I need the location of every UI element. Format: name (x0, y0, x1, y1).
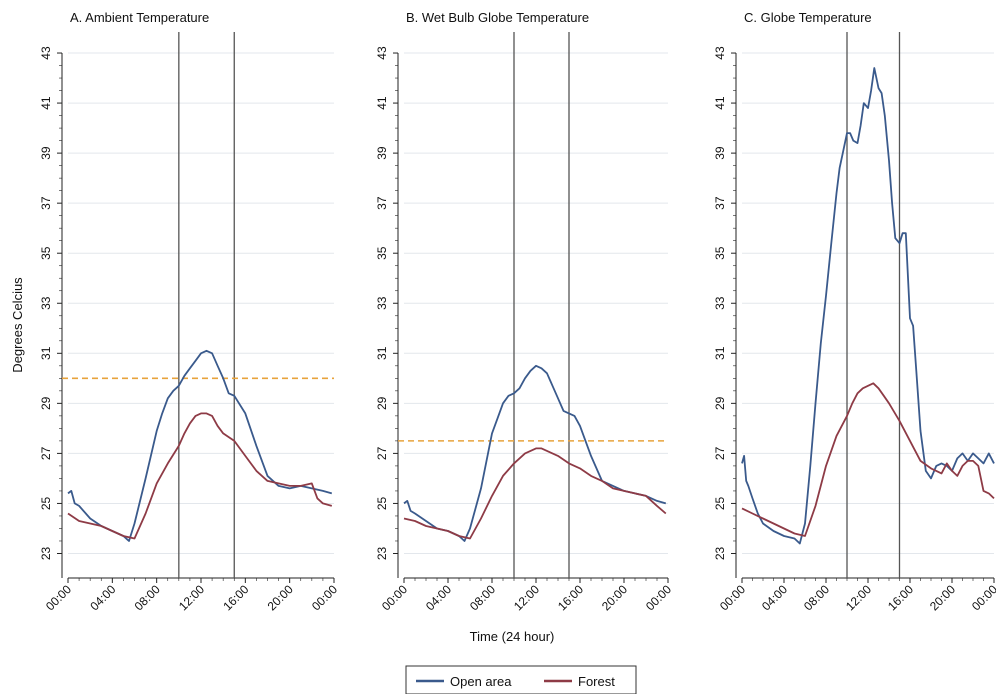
panel-title: B. Wet Bulb Globe Temperature (406, 10, 589, 25)
x-tick-label: 00:00 (643, 582, 674, 613)
y-tick-label: 33 (39, 296, 53, 310)
y-tick-label: 25 (375, 496, 389, 510)
y-tick-label: 31 (375, 346, 389, 360)
x-tick-label: 08:00 (467, 582, 498, 613)
x-tick-label: 16:00 (885, 582, 916, 613)
x-tick-label: 20:00 (599, 582, 630, 613)
chart-panel-2: 23 25 27 29 31 33 35 37 39 41 43 00:00 04:00 08:00 12:… (375, 10, 674, 613)
y-tick-label: 35 (375, 246, 389, 260)
y-tick-label: 31 (39, 346, 53, 360)
y-tick-label: 43 (39, 46, 53, 60)
y-tick-label: 23 (375, 546, 389, 560)
x-tick-label: 00:00 (717, 582, 748, 613)
x-tick-label: 00:00 (309, 582, 340, 613)
y-tick-label: 37 (375, 196, 389, 210)
x-tick-label: 08:00 (132, 582, 163, 613)
y-tick-label: 27 (39, 446, 53, 460)
y-tick-label: 29 (39, 396, 53, 410)
series-line-open-area (741, 67, 995, 545)
chart-panel-1: 23 25 27 29 31 33 35 37 39 41 43 00:00 04:00 08:00 12:… (39, 10, 340, 613)
y-tick-label: 37 (713, 196, 727, 210)
x-tick-label: 12:00 (176, 582, 207, 613)
y-tick-label: 33 (375, 296, 389, 310)
x-tick-label: 00:00 (379, 582, 410, 613)
y-tick-label: 43 (375, 46, 389, 60)
y-tick-label: 41 (39, 96, 53, 110)
x-tick-label: 12:00 (843, 582, 874, 613)
x-tick-label: 16:00 (220, 582, 251, 613)
y-tick-label: 39 (39, 146, 53, 160)
x-tick-label: 20:00 (927, 582, 958, 613)
x-tick-label: 16:00 (555, 582, 586, 613)
y-tick-label: 35 (39, 246, 53, 260)
panel-title: A. Ambient Temperature (70, 10, 209, 25)
x-tick-label: 04:00 (87, 582, 118, 613)
panel-title: C. Globe Temperature (744, 10, 872, 25)
x-tick-label: 04:00 (423, 582, 454, 613)
legend-label-forest: Forest (578, 674, 615, 689)
y-tick-label: 43 (713, 46, 727, 60)
y-tick-label: 25 (39, 496, 53, 510)
x-tick-label: 20:00 (265, 582, 296, 613)
y-tick-label: 27 (375, 446, 389, 460)
series-line-forest (741, 382, 995, 537)
y-tick-label: 39 (713, 146, 727, 160)
y-tick-label: 31 (713, 346, 727, 360)
legend: Open area Forest (405, 665, 637, 694)
legend-box (405, 665, 637, 694)
x-tick-label: 12:00 (511, 582, 542, 613)
panels: 23 25 27 29 31 33 35 37 39 41 43 00:00 04:00 08:00 12:… (39, 10, 996, 613)
x-tick-label: 00:00 (969, 582, 996, 613)
y-tick-label: 41 (375, 96, 389, 110)
y-tick-label: 33 (713, 296, 727, 310)
y-tick-label: 37 (39, 196, 53, 210)
y-tick-label: 39 (375, 146, 389, 160)
x-tick-label: 00:00 (43, 582, 74, 613)
series-line-forest (67, 412, 333, 540)
y-tick-label: 35 (713, 246, 727, 260)
y-tick-label: 25 (713, 496, 727, 510)
x-axis-label: Time (24 hour) (470, 629, 555, 644)
x-tick-label: 04:00 (759, 582, 790, 613)
y-tick-label: 23 (713, 546, 727, 560)
y-axis-label: Degrees Celcius (10, 277, 25, 373)
y-tick-label: 29 (713, 396, 727, 410)
series-line-open-area (67, 349, 333, 542)
series-line-forest (403, 447, 667, 540)
y-tick-label: 29 (375, 396, 389, 410)
y-tick-label: 41 (713, 96, 727, 110)
legend-label-open-area: Open area (450, 674, 512, 689)
y-tick-label: 23 (39, 546, 53, 560)
x-tick-label: 08:00 (801, 582, 832, 613)
chart-panel-3: 23 25 27 29 31 33 35 37 39 41 43 00:00 04:00 08:00 12:… (713, 10, 996, 613)
y-tick-label: 27 (713, 446, 727, 460)
